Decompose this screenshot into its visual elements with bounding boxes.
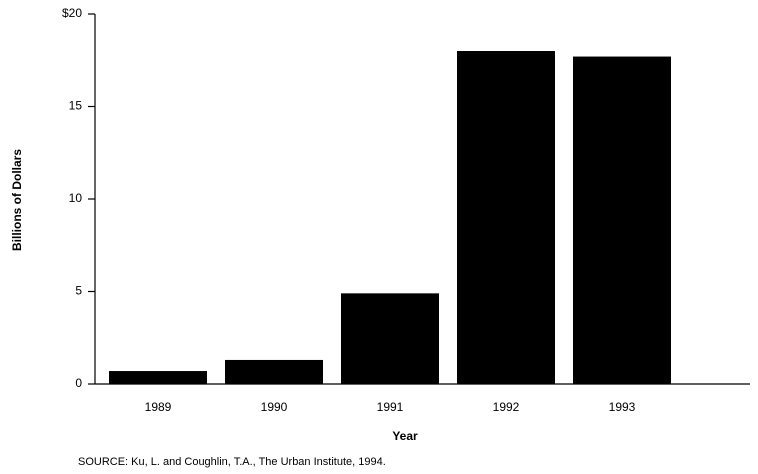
bar — [457, 51, 555, 384]
y-tick-label: $20 — [62, 6, 82, 20]
y-tick-label: 15 — [69, 99, 83, 113]
y-tick-label: 0 — [75, 376, 82, 390]
x-tick-label: 1991 — [377, 400, 404, 414]
x-tick-label: 1990 — [261, 400, 288, 414]
x-tick-label: 1989 — [145, 400, 172, 414]
bar — [573, 56, 671, 385]
x-axis-label: Year — [392, 429, 418, 443]
bar — [341, 293, 439, 384]
source-note: SOURCE: Ku, L. and Coughlin, T.A., The U… — [78, 456, 386, 468]
x-tick-label: 1992 — [493, 400, 520, 414]
x-tick-label: 1993 — [609, 400, 636, 414]
bar — [225, 359, 323, 384]
y-tick-label: 10 — [69, 191, 83, 205]
y-axis-label: Billions of Dollars — [10, 149, 24, 251]
bar — [109, 371, 207, 384]
y-tick-label: 5 — [75, 284, 82, 298]
